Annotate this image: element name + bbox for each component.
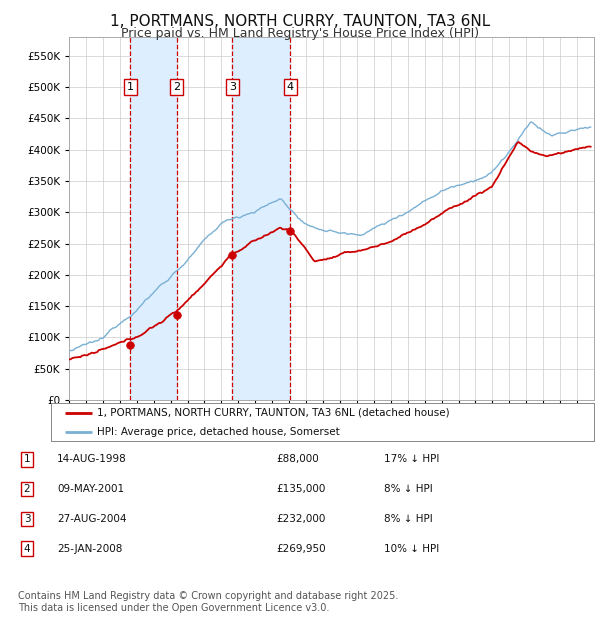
Text: HPI: Average price, detached house, Somerset: HPI: Average price, detached house, Some… (97, 427, 340, 437)
Text: 27-AUG-2004: 27-AUG-2004 (57, 514, 127, 524)
Text: 25-JAN-2008: 25-JAN-2008 (57, 544, 122, 554)
Text: 1: 1 (23, 454, 31, 464)
Bar (232, 37, 290, 400)
Text: 1, PORTMANS, NORTH CURRY, TAUNTON, TA3 6NL: 1, PORTMANS, NORTH CURRY, TAUNTON, TA3 6… (110, 14, 490, 29)
Text: 3: 3 (23, 514, 31, 524)
Bar (130, 37, 176, 400)
Text: Price paid vs. HM Land Registry's House Price Index (HPI): Price paid vs. HM Land Registry's House … (121, 27, 479, 40)
Text: £232,000: £232,000 (276, 514, 325, 524)
Text: 09-MAY-2001: 09-MAY-2001 (57, 484, 124, 494)
Text: 1: 1 (127, 82, 134, 92)
Text: 2: 2 (23, 484, 31, 494)
Text: 3: 3 (229, 82, 236, 92)
Text: 8% ↓ HPI: 8% ↓ HPI (384, 484, 433, 494)
Text: 4: 4 (23, 544, 31, 554)
Text: 10% ↓ HPI: 10% ↓ HPI (384, 544, 439, 554)
Text: 4: 4 (287, 82, 294, 92)
Text: £135,000: £135,000 (276, 484, 325, 494)
Text: 17% ↓ HPI: 17% ↓ HPI (384, 454, 439, 464)
Text: £88,000: £88,000 (276, 454, 319, 464)
Text: 2: 2 (173, 82, 180, 92)
Text: 14-AUG-1998: 14-AUG-1998 (57, 454, 127, 464)
Text: 8% ↓ HPI: 8% ↓ HPI (384, 514, 433, 524)
Text: £269,950: £269,950 (276, 544, 326, 554)
Text: Contains HM Land Registry data © Crown copyright and database right 2025.
This d: Contains HM Land Registry data © Crown c… (18, 591, 398, 613)
Text: 1, PORTMANS, NORTH CURRY, TAUNTON, TA3 6NL (detached house): 1, PORTMANS, NORTH CURRY, TAUNTON, TA3 6… (97, 407, 450, 418)
